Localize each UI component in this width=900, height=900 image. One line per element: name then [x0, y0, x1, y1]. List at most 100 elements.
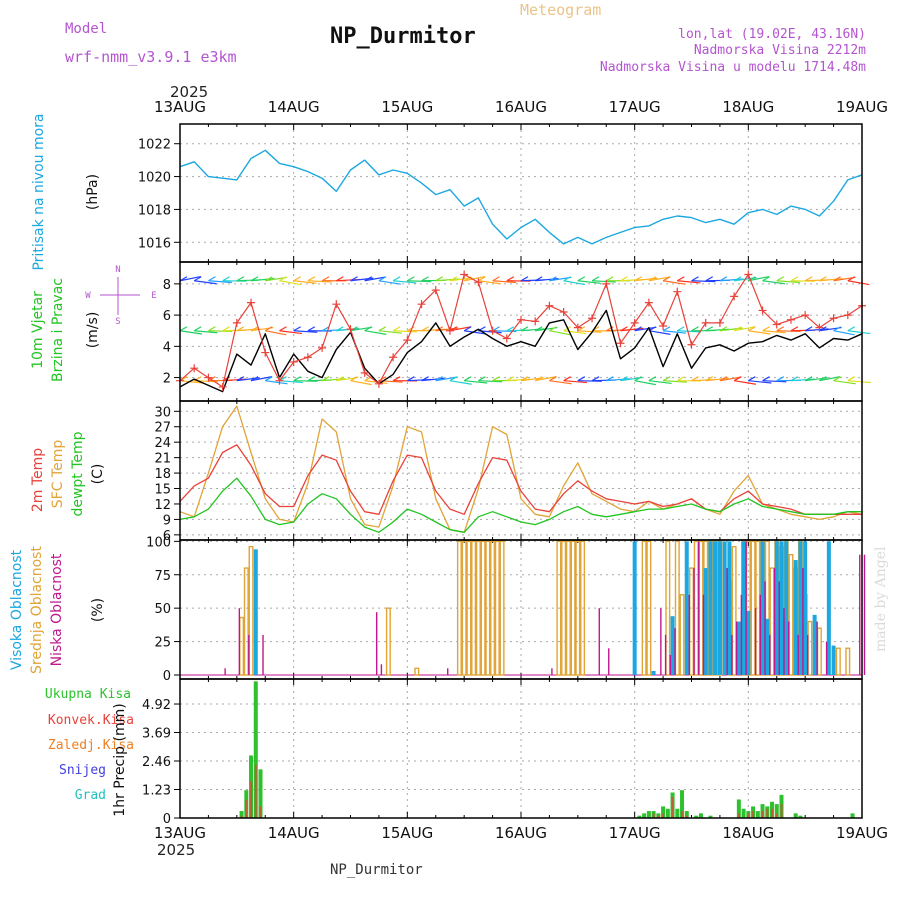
- wind-arrow-head: [279, 276, 287, 282]
- wind-arrow: [776, 280, 801, 284]
- wind-arrow-head: [620, 326, 628, 332]
- wind-arrow-head: [236, 326, 245, 332]
- wind-arrow-head: [222, 326, 230, 332]
- wind-arrow-head: [591, 376, 600, 382]
- wind-gust-marker: [559, 307, 568, 316]
- wind-arrow: [179, 275, 201, 282]
- x-tick-label-bottom: 17AUG: [609, 824, 661, 842]
- high-cloud-bar: [722, 541, 727, 675]
- conv-precip-bar: [657, 815, 660, 818]
- high-cloud-bar: [765, 618, 770, 675]
- total-precip-bar: [684, 811, 689, 818]
- wind-arrow-head: [392, 326, 401, 332]
- conv-precip-bar: [245, 799, 248, 818]
- wind-arrow-head: [762, 326, 770, 332]
- high-cloud-label: Visoka Oblacnost: [9, 549, 25, 670]
- year-top: 2025: [170, 83, 208, 101]
- wind-arrow: [549, 380, 572, 385]
- wind-arrow: [464, 330, 487, 335]
- y-tick-label: 8: [163, 278, 171, 293]
- wind-arrow: [250, 277, 275, 282]
- wind-arrow: [648, 276, 671, 282]
- wind-arrow: [464, 380, 488, 384]
- x-tick-label-bottom: 13AUG: [154, 824, 206, 842]
- wind-arrow: [662, 280, 686, 285]
- y-tick-label: 1018: [138, 203, 171, 218]
- mid-cloud-bar: [750, 540, 756, 676]
- wind-arrow: [393, 330, 417, 333]
- wind-arrow-head: [321, 276, 330, 282]
- wind-gust-marker: [190, 364, 199, 373]
- wind-arrow-head: [335, 326, 344, 332]
- wind-gust-marker: [474, 278, 483, 287]
- y-tick-label: 1.23: [142, 784, 171, 799]
- wind-arrow: [606, 378, 630, 382]
- wind-label-2: Brzina i Pravac: [50, 278, 66, 382]
- wind-gust-marker: [275, 376, 284, 385]
- wind-arrow: [279, 330, 303, 335]
- wind-arrow-head: [208, 276, 216, 282]
- y-tick-label: 21: [154, 452, 171, 467]
- mid-cloud-bar: [835, 647, 841, 676]
- wind-gust-marker: [701, 318, 710, 327]
- y-tick-label: 12: [154, 498, 171, 513]
- mid-cloud-bar: [788, 554, 794, 676]
- wind-arrow-head: [563, 276, 571, 282]
- mid-cloud-bar: [471, 540, 477, 676]
- wind-arrow: [634, 380, 656, 386]
- wind-arrow-head: [250, 326, 259, 332]
- conv-precip-bar: [766, 808, 769, 818]
- total-precip-bar: [850, 813, 855, 818]
- x-tick-label-top: 16AUG: [495, 98, 547, 116]
- high-cloud-bar: [727, 541, 732, 675]
- wind-arrow-head: [776, 376, 785, 382]
- wind-arrow-head: [407, 376, 415, 382]
- wind-arrow: [833, 330, 855, 336]
- mid-cloud-bar: [475, 540, 481, 676]
- model-label: Model: [65, 21, 107, 37]
- wind-arrow-head: [236, 276, 245, 282]
- precip-unit: 1hr Precip (mm): [112, 703, 128, 816]
- wind-gust-marker: [346, 325, 355, 334]
- wind-arrow-head: [506, 326, 515, 332]
- wind-gust-marker: [715, 318, 724, 327]
- x-tick-label-top: 13AUG: [154, 98, 206, 116]
- mid-cloud-bar: [575, 540, 581, 676]
- wind-arrow-head: [193, 276, 202, 282]
- model-elevation-text: Nadmorska Visina u modelu 1714.48m: [600, 60, 866, 75]
- mid-cloud-bar: [816, 627, 822, 676]
- wind-arrow: [478, 380, 503, 383]
- wind-arrow: [748, 380, 772, 384]
- wind-arrow: [563, 330, 587, 335]
- wind-arrow-head: [193, 326, 202, 332]
- high-cloud-bar: [812, 614, 817, 675]
- wind-gust-marker: [445, 326, 454, 335]
- wind-arrow: [421, 377, 445, 382]
- wind-gust-marker: [332, 300, 341, 309]
- x-tick-label-top: 14AUG: [268, 98, 320, 116]
- total-precip-bar: [798, 815, 803, 818]
- wind-arrow: [819, 376, 841, 382]
- wind-gust-marker: [630, 318, 639, 327]
- wind-arrow-head: [705, 376, 714, 382]
- wind-arrow: [179, 330, 203, 335]
- mid-cloud-bar: [769, 567, 775, 676]
- compass-w: W: [85, 291, 91, 301]
- wind-gust-marker: [488, 326, 497, 335]
- year-bottom: 2025: [157, 841, 195, 859]
- wind-arrow-head: [378, 326, 387, 332]
- wind-arrow: [293, 280, 317, 284]
- wind-arrow: [265, 380, 288, 385]
- wind-arrow: [407, 280, 432, 283]
- wind-arrow-head: [691, 276, 699, 282]
- conv-precip-bar: [747, 813, 750, 818]
- wind-arrow: [719, 376, 742, 382]
- wind-arrow-head: [705, 276, 714, 282]
- wind-arrow-head: [819, 326, 827, 332]
- wind-arrow-head: [463, 326, 472, 332]
- wind-arrow-head: [250, 376, 259, 382]
- wind-arrow: [748, 330, 771, 335]
- wind-arrow-head: [847, 276, 856, 282]
- y-tick-label: 18: [154, 467, 171, 482]
- wind-arrow: [563, 280, 586, 286]
